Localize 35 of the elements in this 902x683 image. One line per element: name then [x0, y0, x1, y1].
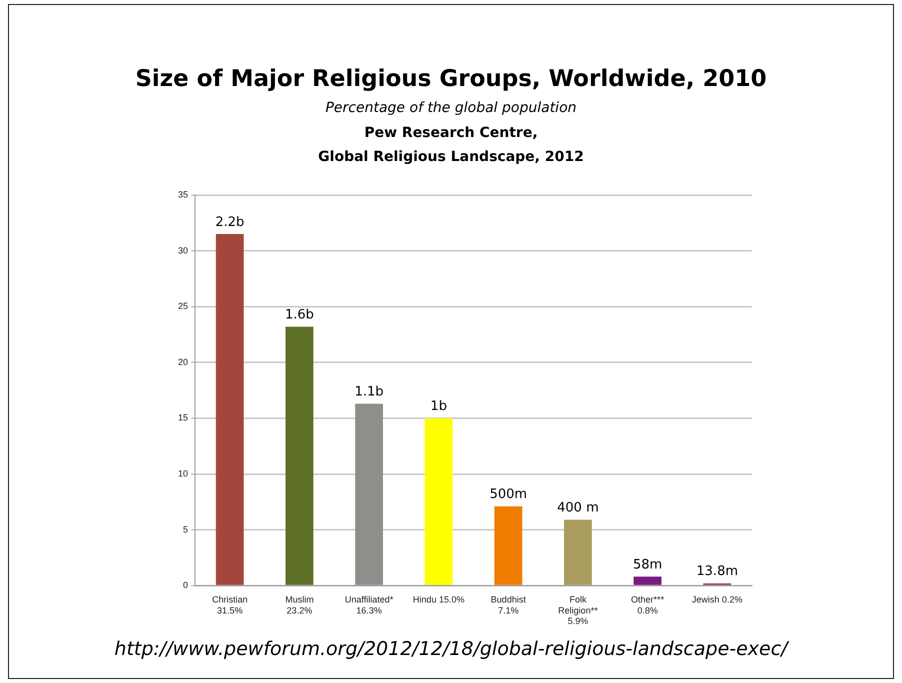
bar — [286, 326, 314, 585]
y-tick-label: 5 — [182, 524, 188, 534]
x-tick-label: Hindu 15.0% — [412, 594, 464, 604]
chart-subtitle: Percentage of the global population — [324, 100, 578, 116]
annotation: 1.6b — [284, 308, 314, 323]
x-tick-label: Other*** 0.8% — [631, 594, 665, 616]
annotation: 1b — [430, 399, 447, 414]
bar — [424, 418, 453, 585]
bar — [634, 576, 662, 585]
annotation: 13.8m — [696, 564, 738, 580]
y-tick-label: 10 — [178, 468, 188, 478]
annotation: 400 m — [557, 500, 599, 516]
y-tick-label: 0 — [182, 580, 188, 590]
x-tick-label: Buddhist 7.1% — [490, 594, 526, 616]
bar — [494, 506, 522, 585]
y-tick-label: 35 — [178, 189, 188, 200]
y-tick-label: 25 — [178, 301, 188, 312]
text: http://www.pewforum.org/2012/12/18/global-religious-landscape-exec/ — [113, 638, 790, 660]
annotation: 1.1b — [354, 384, 384, 400]
bar — [564, 520, 592, 585]
x-tick-label: Unaffiliated* 16.3% — [344, 594, 394, 616]
bar — [216, 234, 244, 585]
text: Pew Research Centre, Global Religious Landscape, 2012 — [317, 124, 585, 167]
annotation: 2.2b — [215, 214, 244, 230]
y-tick-label: 20 — [178, 356, 188, 367]
y-tick-label: 15 — [178, 412, 188, 423]
x-tick-label: Folk Religion** 5.9% — [558, 594, 598, 626]
x-tick-label: Jewish 0.2% — [692, 594, 742, 604]
x-tick-label: Muslim 23.2% — [285, 594, 314, 616]
annotation: 500m — [490, 487, 528, 502]
bar — [355, 404, 383, 585]
annotation: 58m — [632, 558, 662, 573]
chart-title: Size of Major Religious Groups, Worldwide, 2010 — [134, 66, 768, 92]
x-tick-label: Christian 31.5% — [212, 594, 248, 616]
y-tick-label: 30 — [178, 245, 188, 256]
